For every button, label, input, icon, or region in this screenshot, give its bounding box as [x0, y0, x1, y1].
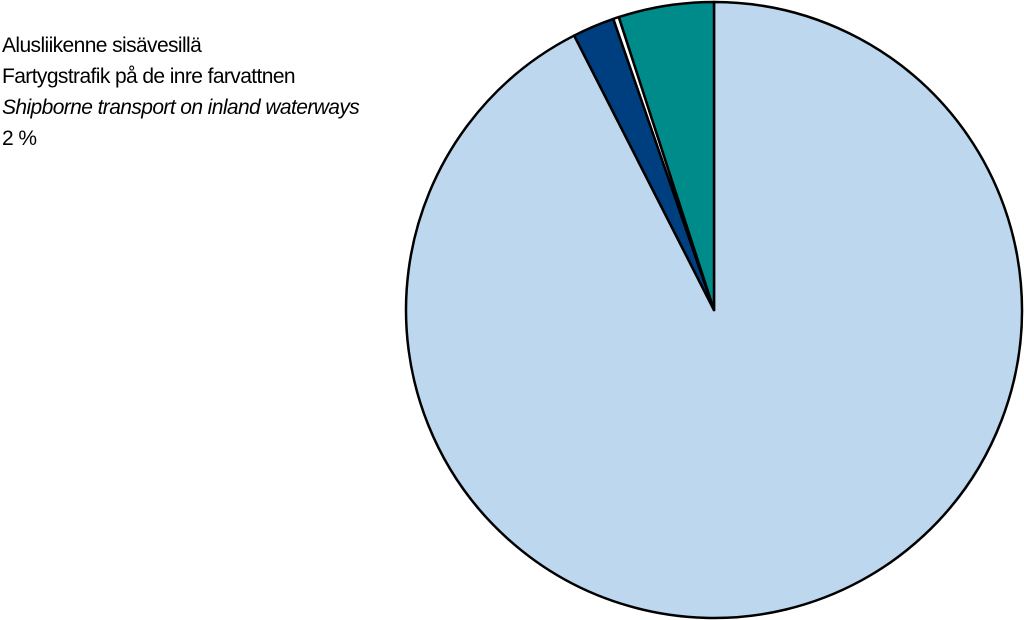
annotation-english: Shipborne transport on inland waterways [2, 96, 360, 119]
pie-slices [404, 0, 1024, 620]
annotation-finnish: Alusliikenne sisävesillä [2, 34, 202, 57]
pie-slice-4 [617, 0, 716, 312]
annotation-swedish: Fartygstrafik på de inre farvattnen [2, 65, 296, 88]
annotation-value: 2 % [2, 127, 37, 150]
slice-annotation: Alusliikenne sisävesillä Fartygstrafik p… [2, 30, 360, 154]
